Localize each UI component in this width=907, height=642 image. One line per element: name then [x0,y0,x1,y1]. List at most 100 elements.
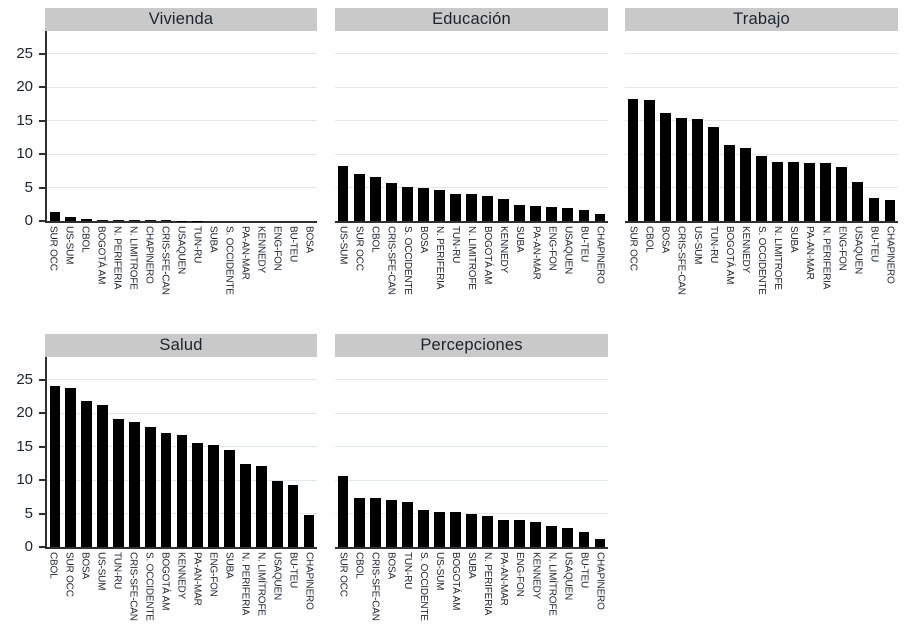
x-axis-label: USAQUEN [271,552,283,601]
x-label-slot: BOGOTÁ AM [447,549,463,642]
x-label-slot: CRIS-SFE-CAN [125,549,141,642]
bar-slot [625,31,641,221]
bar-slot [238,31,254,221]
chart-body: 0 5 10 15 20 25 [3,357,317,555]
x-axis-label: PA-AN-MAR [239,226,251,280]
bar-SUR OCC [337,476,349,547]
bar-slot [528,357,544,547]
x-axis-label: S. OCCIDENTE [401,226,413,295]
bar-CHAPINERO [594,538,606,547]
x-label-slot: SUR OCC [351,223,367,311]
y-tick [39,479,47,482]
x-axis-label: USAQUEN [175,226,187,275]
bar-slot [560,357,576,547]
x-label-slot: CBOL [77,223,93,311]
bar-slot [47,31,63,221]
x-label-slot: N. PERIFERIA [431,223,447,311]
bar-slot [383,357,399,547]
bar-BOSA [81,400,93,547]
bar-slot [882,31,898,221]
x-axis-label: SUBA [207,226,219,253]
y-tick [39,153,47,156]
bar-ENG-FON [836,166,848,221]
bar-slot [770,31,786,221]
x-axis-label: SUBA [223,552,235,579]
x-label-slot: N. LIMITROFE [770,223,786,311]
x-axis-label: KENNEDY [498,226,510,273]
bar-slot [705,31,721,221]
x-axis-label: ENG-FON [514,552,526,597]
x-label-slot: ENG-FON [544,223,560,311]
bar-slot [190,31,206,221]
bar-slot [528,31,544,221]
bar-TUN-RU [401,502,413,547]
x-label-slot: KENNEDY [253,223,269,311]
chart-title-educacion: Educación [335,8,608,31]
x-axis-label: ENG-FON [546,226,558,271]
bar-slot [222,357,238,547]
bars-layer [47,357,317,547]
bar-USAQUEN [271,481,283,547]
x-axis-label: BOSA [79,552,91,579]
plot-area-vivienda [45,31,317,223]
bar-S. OCCIDENTE [401,186,413,221]
bar-N. PERIFERIA [820,163,832,221]
bar-SUBA [788,162,800,221]
bar-slot [834,31,850,221]
x-label-slot: CRIS-SFE-CAN [383,223,399,311]
bar-US-SUM [337,166,349,221]
x-axis-label: US-SUM [337,226,349,265]
bar-slot [431,357,447,547]
bar-CBOL [353,497,365,547]
x-label-slot: US-SUM [335,223,351,311]
x-axis-label: BOSA [659,226,671,253]
x-axis-label: BOSA [385,552,397,579]
bar-slot [383,31,399,221]
x-label-slot: N. LIMÍTROFE [253,549,269,642]
bar-slot [592,357,608,547]
x-axis-label: ENG-FON [207,552,219,597]
bar-slot [238,357,254,547]
x-label-slot: PA-AN-MAR [802,223,818,311]
bar-slot [335,357,351,547]
x-label-slot: CRIS-SFE-CAN [367,549,383,642]
y-tick-label: 25 [16,370,33,388]
y-axis-gutter: 0 5 10 15 20 25 [3,357,47,555]
y-tick-label: 5 [24,178,33,196]
bar-S. OCCIDENTE [417,510,429,547]
x-label-slot: S. OCCIDENTE [141,549,157,642]
x-label-slot: PA-AN-MAR [496,549,512,642]
bar-slot [576,31,592,221]
bar-PA-AN-MAR [192,443,204,547]
chart-title-trabajo: Trabajo [625,8,898,31]
bar-slot [721,31,737,221]
x-axis-label: SUR OCC [63,552,75,597]
bar-slot [190,357,206,547]
bar-KENNEDY [530,521,542,547]
x-axis-label: PA-AN-MAR [804,226,816,280]
bar-slot [285,357,301,547]
x-axis-label: TUN-RU [191,226,203,264]
bar-BU-TEU [578,532,590,547]
x-axis-label: SUR OCC [353,226,365,271]
gridline [335,479,608,481]
x-axis-label: SUBA [514,226,526,253]
y-tick [39,378,47,381]
x-label-slot: BOSA [657,223,673,311]
x-label-slot: USAQUEN [850,223,866,311]
y-tick [39,86,47,89]
x-label-slot: SUBA [512,223,528,311]
x-label-slot: BOGOTÁ AM [157,549,173,642]
x-label-slot: TUN-RU [705,223,721,311]
x-label-slot: BOSA [383,549,399,642]
bar-slot [737,31,753,221]
x-axis-label: USAQUEN [562,552,574,601]
bar-slot [142,31,158,221]
bar-slot [802,31,818,221]
bar-slot [464,31,480,221]
bar-slot [415,357,431,547]
gridline [625,86,898,88]
x-axis-labels-educacion: US-SUM SUR OCC CBOL CRIS-SFE-CAN S. OCCIDENT… [335,223,608,311]
x-axis-label: TUN-RU [707,226,719,264]
x-axis-label: SUBA [788,226,800,253]
